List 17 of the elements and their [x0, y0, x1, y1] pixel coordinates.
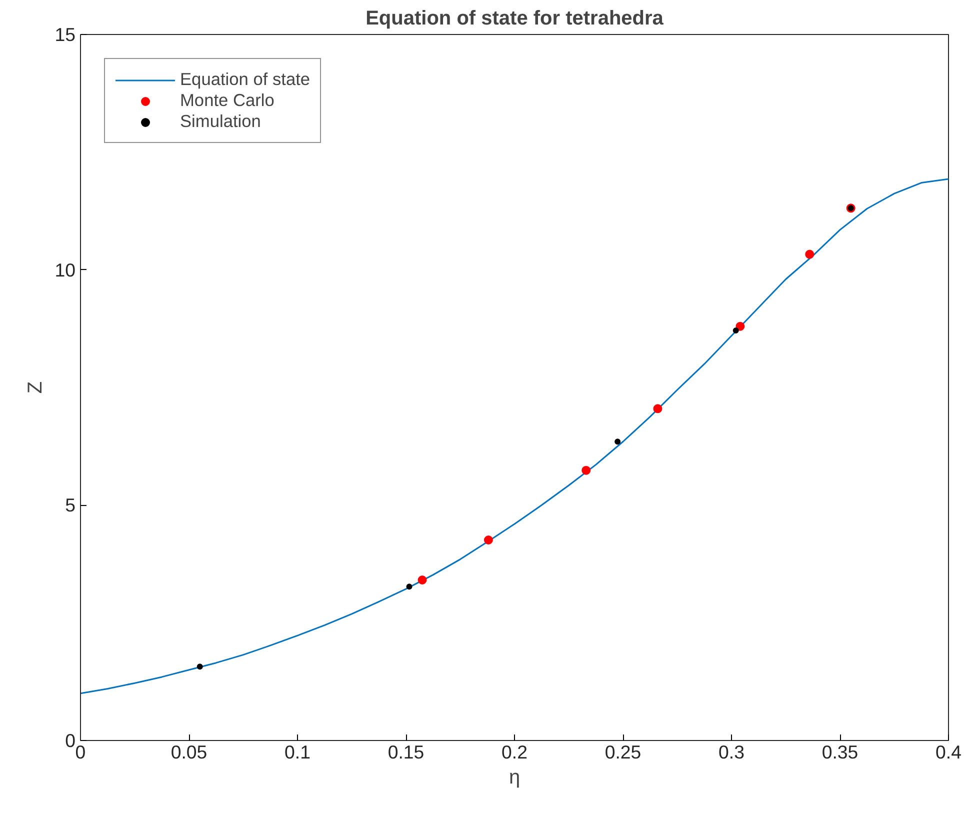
legend-label: Simulation [180, 111, 261, 132]
x-tick-label: 0.15 [388, 742, 424, 762]
x-tick-label: 0.1 [284, 742, 310, 762]
legend-label: Monte Carlo [180, 90, 274, 111]
x-tick-label: 0.2 [502, 742, 528, 762]
x-tick-label: 0.05 [170, 742, 208, 762]
x-tick-label: 0.4 [936, 742, 962, 762]
legend-label: Equation of state [180, 69, 310, 90]
x-tick-label: 0.25 [604, 742, 642, 762]
x-tick-label: 0.3 [718, 742, 744, 762]
chart-title: Equation of state for tetrahedra [366, 8, 664, 30]
y-axis-title: Z [24, 381, 47, 394]
y-tick-label: 5 [65, 494, 76, 516]
x-tick-label: 0.35 [822, 742, 858, 762]
y-tick-label: 15 [54, 24, 76, 45]
x-axis-title: η [508, 766, 520, 788]
y-tick-label: 10 [54, 259, 76, 280]
